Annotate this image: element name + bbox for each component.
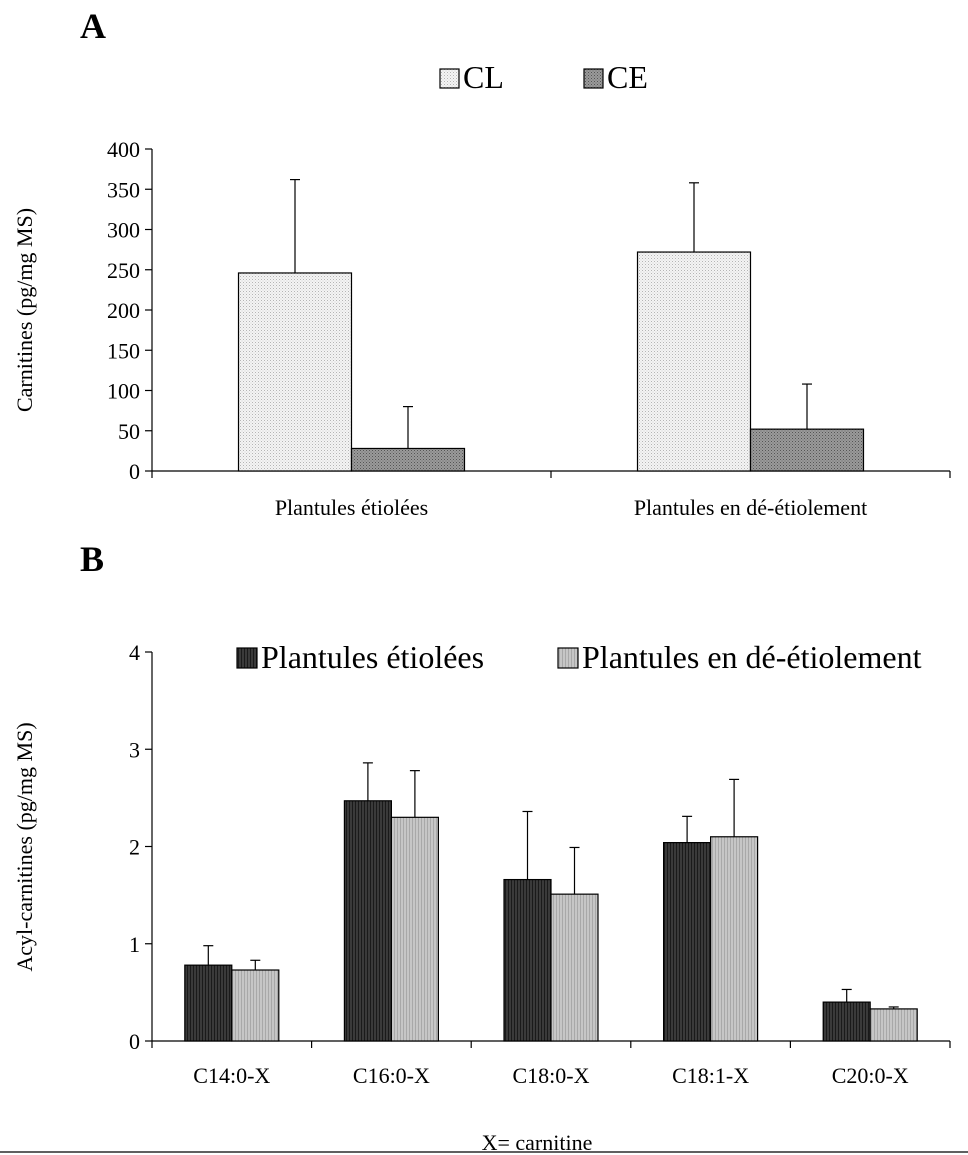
bar-plantules-tiol-es-4 [822,1001,871,1042]
bar-ce-0 [350,447,466,472]
bar-plantules-en-d-tiolement-1 [390,816,439,1042]
legend-swatch [557,647,579,669]
bar-plantules-tiol-es-0 [184,964,233,1042]
y-tick-label: 3 [129,737,140,762]
panel-label: B [80,539,104,579]
legend-swatch [439,68,460,89]
bar-plantules-en-d-tiolement-4 [869,1008,918,1042]
bar-plantules-tiol-es-3 [662,842,712,1042]
bar-cl-1 [636,251,752,472]
y-tick-label: 4 [129,640,140,665]
bar-plantules-en-d-tiolement-0 [231,969,280,1042]
y-tick-label: 0 [129,1029,140,1054]
y-tick-label: 100 [107,379,140,404]
x-category-label: C14:0-X [193,1063,270,1088]
legend-label: Plantules étiolées [261,639,484,675]
bar-cl-0 [237,272,353,472]
y-tick-label: 50 [118,419,140,444]
y-axis-title: Acyl-carnitines (pg/mg MS) [12,722,37,971]
x-axis-note: X= carnitine [482,1130,593,1155]
y-tick-label: 400 [107,137,140,162]
legend-swatch [236,647,258,669]
y-tick-label: 350 [107,177,140,202]
bar-plantules-tiol-es-2 [503,878,552,1042]
x-category-label: C16:0-X [353,1063,430,1088]
y-tick-label: 150 [107,338,140,363]
legend-swatch [583,68,604,89]
x-category-label: C18:1-X [672,1063,749,1088]
legend-label: CL [463,59,504,95]
y-tick-label: 0 [129,459,140,484]
x-category-label: C18:0-X [513,1063,590,1088]
legend-label: CE [607,59,648,95]
panel-b-chart: B 0 1 2 3 4 Acyl-carnitines (pg/mg MS) C14:0-X C… [0,539,968,1155]
y-tick-label: 300 [107,218,140,243]
y-tick-label: 200 [107,298,140,323]
x-category-label: Plantules en dé-étiolement [634,495,867,520]
bar-ce-1 [749,428,865,472]
y-axis-title: Carnitines (pg/mg MS) [12,208,37,412]
x-category-label: C20:0-X [832,1063,909,1088]
x-category-label: Plantules étiolées [275,495,428,520]
y-tick-label: 250 [107,258,140,283]
legend-label: Plantules en dé-étiolement [582,639,922,675]
panel-label: A [80,6,106,46]
y-tick-label: 1 [129,932,140,957]
panel-a-chart: A 0 50 100 150 200 250 300 350 400 Carnitines (pg/… [12,6,951,520]
bar-plantules-en-d-tiolement-3 [709,836,759,1042]
y-tick-label: 2 [129,835,140,860]
bar-plantules-en-d-tiolement-2 [550,893,599,1042]
bar-plantules-tiol-es-1 [343,800,392,1042]
